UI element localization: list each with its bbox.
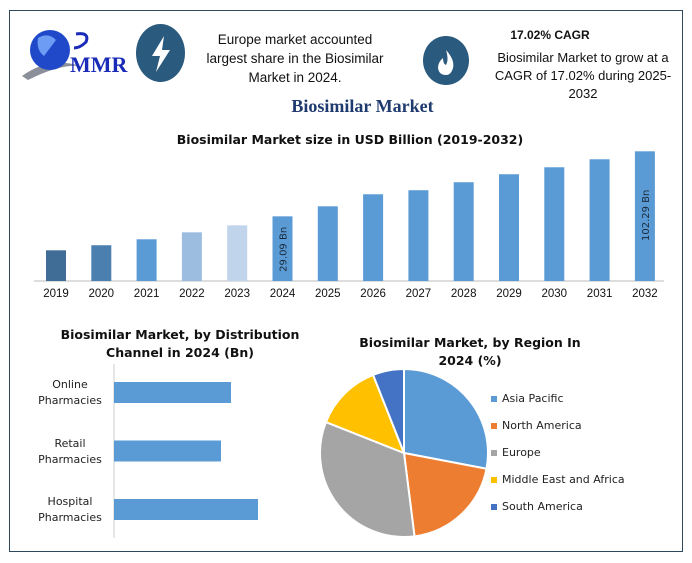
bar-2020	[91, 245, 112, 281]
legend-swatch	[491, 450, 497, 456]
pie-slice-2	[319, 420, 416, 538]
bar-2025	[317, 206, 338, 281]
category-label: Hospital Pharmacies	[38, 495, 102, 524]
bar-2026	[363, 194, 384, 281]
bar-2029	[499, 174, 519, 281]
legend-label: Asia Pacific	[502, 392, 564, 405]
x-tick-2019: 2019	[43, 288, 69, 300]
bar-2030	[544, 167, 565, 281]
distribution-chart	[113, 364, 258, 538]
legend-label: South America	[502, 500, 583, 513]
x-tick-2025: 2025	[315, 288, 341, 300]
x-tick-2031: 2031	[586, 288, 613, 300]
bar-2027	[408, 190, 429, 281]
legend-item: Europe	[491, 446, 541, 459]
legend-item: Middle East and Africa	[491, 473, 625, 486]
pie-slice-0	[403, 367, 489, 470]
page-title: Biosimilar Market	[291, 96, 434, 116]
lightning-icon	[136, 24, 185, 82]
x-tick-2029: 2029	[496, 288, 522, 300]
pie-slice-1	[402, 451, 488, 538]
pie-slice-3	[324, 373, 406, 455]
legend-item: North America	[491, 419, 582, 432]
hbar-0	[114, 382, 231, 403]
category-label: Online Pharmacies	[38, 378, 102, 407]
legend-item: Asia Pacific	[491, 392, 564, 405]
hbar-chart-title: Biosimilar Market, by Distribution Chann…	[60, 327, 300, 360]
cagr-title: 17.02% CAGR	[510, 28, 590, 42]
legend-label: Europe	[502, 446, 541, 459]
bar-2019	[46, 250, 66, 281]
bar-chart: 29.09 Bn 102.29 Bn	[34, 151, 664, 282]
region-pie-chart	[319, 367, 489, 538]
x-tick-2024: 2024	[269, 288, 296, 300]
bar-2021	[136, 239, 157, 281]
bar-chart-title: Biosimilar Market size in USD Billion (2…	[176, 132, 524, 147]
x-tick-2021: 2021	[133, 288, 160, 300]
bar-2022	[181, 232, 202, 281]
data-label-2024: 29.09 Bn	[279, 227, 290, 272]
europe-info: Europe market accounted largest share in…	[206, 32, 384, 85]
hbar-2	[114, 499, 258, 520]
legend-swatch	[491, 423, 497, 429]
svg-text:MMR: MMR	[70, 52, 129, 77]
bar-2028	[453, 182, 474, 281]
hbar-1	[114, 440, 221, 462]
legend-label: Middle East and Africa	[502, 473, 625, 486]
frame-border	[9, 10, 683, 552]
bar-2031	[589, 159, 610, 281]
bar-2032	[634, 151, 655, 281]
x-tick-2022: 2022	[179, 288, 205, 300]
data-label-2032: 102.29 Bn	[641, 190, 652, 241]
x-tick-2023: 2023	[224, 288, 250, 300]
mmr-logo: MMR	[22, 30, 129, 80]
x-tick-2027: 2027	[405, 288, 432, 300]
legend-item: South America	[491, 500, 583, 513]
x-tick-2026: 2026	[360, 288, 386, 300]
x-tick-2028: 2028	[450, 288, 477, 300]
bar-2024	[272, 216, 293, 281]
x-tick-2030: 2030	[541, 288, 568, 300]
flame-icon	[423, 36, 469, 85]
category-label: Retail Pharmacies	[38, 436, 102, 466]
legend-swatch	[491, 396, 497, 402]
legend-label: North America	[502, 419, 582, 432]
cagr-info: Biosimilar Market to grow at a CAGR of 1…	[494, 50, 672, 101]
pie-slice-4	[371, 367, 405, 454]
x-tick-2020: 2020	[88, 288, 115, 300]
bar-2023	[227, 225, 248, 281]
legend-swatch	[491, 504, 497, 510]
legend-swatch	[491, 477, 497, 483]
pie-chart-title: Biosimilar Market, by Region In 2024 (%)	[359, 335, 581, 368]
x-tick-2032: 2032	[632, 288, 658, 300]
